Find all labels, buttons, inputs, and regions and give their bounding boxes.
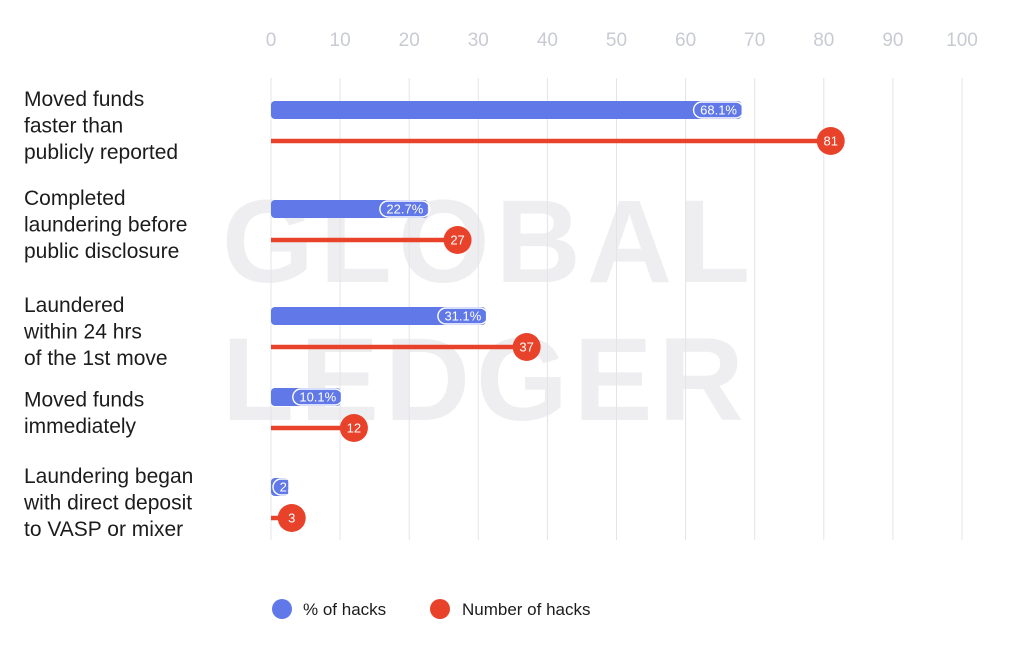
x-axis-ticks: 0 10 20 30 40 50 60 70 80 90 100 [266, 30, 978, 51]
count-data-label: 37 [519, 340, 533, 355]
count-dot [277, 504, 306, 532]
tick-label: 10 [330, 30, 351, 51]
pct-label-pill [437, 307, 489, 325]
tick-label: 50 [606, 30, 627, 51]
tick-label: 80 [813, 30, 834, 51]
category-label-line: within 24 hrs [23, 321, 142, 344]
legend-count-label: Number of hacks [462, 600, 591, 619]
category-label-line: of the 1st move [24, 347, 168, 370]
pct-label-pill [272, 478, 317, 496]
category-label: Completed laundering before public disclos… [24, 187, 187, 263]
category-label-line: laundering before [24, 214, 187, 237]
category-label-line: public disclosure [24, 240, 179, 263]
tick-label: 60 [675, 30, 696, 51]
tick-label: 30 [468, 30, 489, 51]
count-data-label: 12 [347, 421, 361, 436]
category-labels: Moved funds faster than publicly reported C… [23, 88, 193, 541]
count-data-label: 3 [288, 511, 295, 526]
category-label-line: Moved funds [24, 88, 144, 111]
category-label: Laundered within 24 hrs of the 1st move [23, 294, 168, 370]
pct-bar [271, 478, 289, 496]
pct-bar [271, 307, 486, 325]
category-label: Moved funds faster than publicly reported [24, 88, 178, 164]
pct-bar [271, 388, 341, 406]
category-label-line: publicly reported [24, 141, 178, 164]
pct-label-pill [692, 101, 745, 119]
category-label-line: Completed [24, 187, 126, 210]
category-label-line: Laundering began [24, 465, 193, 488]
count-dot [816, 127, 845, 155]
category-label-line: with direct deposit [23, 492, 192, 515]
chart-marks: 68.1% 81 22.7% 27 31.1% 37 10.1% 12 2.5% 3 [271, 101, 845, 532]
watermark-line-2: LEDGER [222, 314, 750, 446]
pct-data-label: 31.1% [444, 309, 481, 324]
tick-label: 0 [266, 30, 277, 51]
tick-label: 70 [744, 30, 765, 51]
pct-bar [271, 101, 742, 119]
legend-pct-swatch [272, 599, 292, 619]
category-label-line: immediately [24, 415, 137, 438]
category-label-line: faster than [24, 115, 123, 138]
count-data-label: 81 [823, 134, 837, 149]
watermark: GLOBAL LEDGER [222, 176, 750, 446]
category-label: Laundering began with direct deposit to VA… [23, 465, 193, 541]
gridlines [270, 78, 963, 540]
tick-label: 90 [882, 30, 903, 51]
pct-bar [271, 200, 428, 218]
category-label-line: to VASP or mixer [24, 518, 183, 541]
pct-data-label: 10.1% [299, 390, 336, 405]
count-dot [512, 333, 541, 361]
count-dot [443, 226, 472, 254]
tick-label: 20 [399, 30, 420, 51]
pct-data-label: 2.5% [280, 480, 310, 495]
legend: % of hacks Number of hacks [272, 599, 591, 619]
pct-data-label: 22.7% [386, 202, 423, 217]
pct-data-label: 68.1% [700, 103, 737, 118]
pct-label-pill [292, 388, 344, 406]
count-data-label: 27 [450, 233, 464, 248]
tick-label: 100 [946, 30, 978, 51]
legend-pct-label: % of hacks [303, 600, 386, 619]
pct-label-pill [379, 200, 431, 218]
legend-count-swatch [430, 599, 450, 619]
category-label-line: Laundered [24, 294, 124, 317]
category-label-line: Moved funds [24, 388, 144, 411]
tick-label: 40 [537, 30, 558, 51]
category-label: Moved funds immediately [24, 388, 144, 438]
count-dot [339, 414, 368, 442]
